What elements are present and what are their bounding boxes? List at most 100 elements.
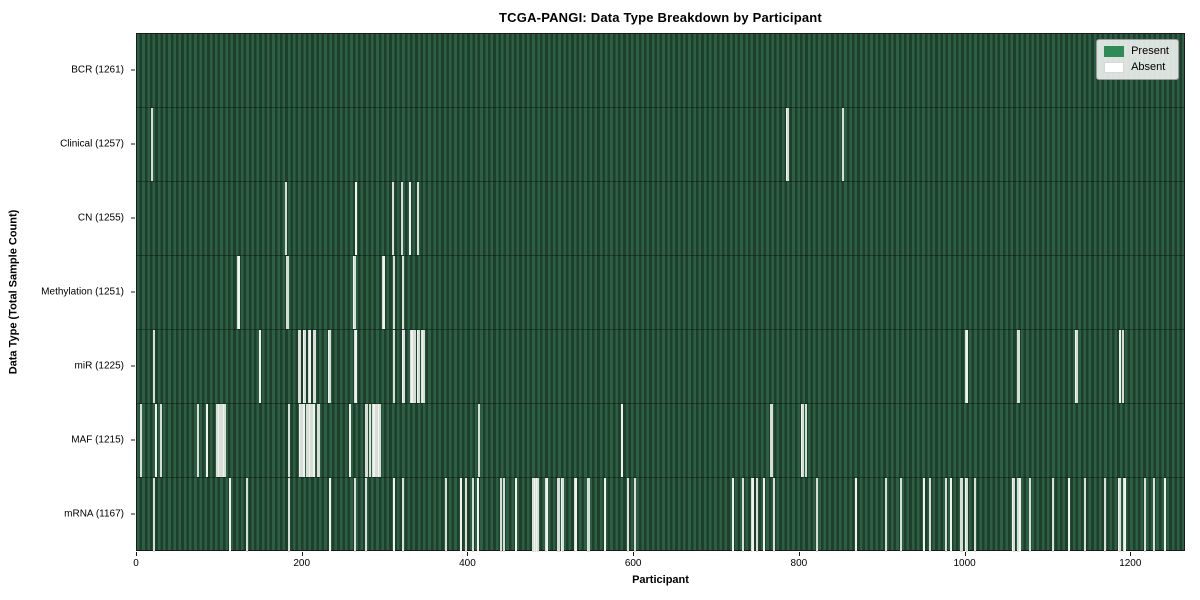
heatmap-row-mrna — [137, 478, 1184, 552]
absent-stripe — [237, 256, 240, 329]
absent-stripe — [196, 404, 199, 477]
y-tick-label: Clinical (1257) — [60, 138, 124, 150]
absent-stripe — [557, 478, 560, 552]
absent-stripe — [1017, 330, 1020, 403]
absent-stripe — [1118, 478, 1121, 552]
x-axis-label: Participant — [632, 574, 689, 586]
absent-stripe — [348, 404, 351, 477]
present-swatch-icon — [1104, 46, 1125, 57]
y-tick-mark — [131, 69, 135, 71]
x-tick-label: 1000 — [953, 558, 976, 569]
heatmap-rows — [137, 34, 1184, 552]
absent-stripe — [476, 478, 479, 552]
absent-stripe — [604, 478, 607, 552]
x-tick-label: 400 — [459, 558, 476, 569]
absent-stripe — [973, 478, 976, 552]
absent-stripe — [400, 182, 403, 255]
absent-stripe — [741, 478, 744, 552]
absent-stripe — [299, 404, 302, 477]
absent-stripe — [1083, 478, 1086, 552]
absent-stripe — [382, 256, 385, 329]
heatmap-row-methylation — [137, 256, 1184, 330]
absent-stripe — [288, 478, 291, 552]
plot-area: Present Absent — [136, 33, 1185, 552]
absent-stripe — [1121, 330, 1124, 403]
absent-stripe — [223, 404, 226, 477]
absent-stripe — [763, 478, 766, 552]
absent-stripe — [620, 404, 623, 477]
absent-stripe — [922, 478, 925, 552]
absent-stripe — [354, 182, 357, 255]
absent-stripe — [376, 404, 378, 477]
absent-stripe — [514, 478, 517, 552]
x-tick-mark — [1130, 552, 1132, 556]
absent-stripe — [309, 330, 312, 403]
absent-stripe — [771, 404, 774, 477]
absent-stripe — [1164, 478, 1167, 552]
absent-stripe — [369, 404, 372, 477]
absent-stripe — [313, 404, 316, 477]
absent-stripe — [353, 478, 356, 552]
absent-stripe — [787, 108, 790, 181]
absent-stripe — [286, 256, 289, 329]
y-tick-label: MAF (1215) — [71, 434, 124, 446]
absent-stripe — [151, 108, 154, 181]
absent-stripe — [465, 478, 468, 552]
absent-stripe — [1012, 478, 1015, 552]
y-tick-label: BCR (1261) — [71, 64, 124, 76]
absent-stripe — [545, 478, 548, 552]
x-tick-mark — [633, 552, 635, 556]
x-tick-mark — [467, 552, 469, 556]
absent-stripe — [409, 182, 412, 255]
absent-stripe — [402, 256, 405, 329]
absent-stripe — [575, 478, 578, 552]
absent-stripe — [929, 478, 932, 552]
y-axis: BCR (1261) Clinical (1257) CN (1255) Methyl… — [0, 33, 136, 551]
y-tick-label: Methylation (1251) — [41, 286, 124, 298]
x-tick-label: 0 — [133, 558, 139, 569]
absent-stripe — [1068, 478, 1071, 552]
absent-stripe — [500, 478, 503, 552]
x-tick-label: 800 — [790, 558, 808, 569]
absent-stripe — [391, 182, 394, 255]
x-axis: 0 200 400 600 800 1000 1200 — [133, 551, 1185, 585]
legend-entry-absent: Absent — [1104, 62, 1169, 73]
y-tick-mark — [131, 217, 135, 219]
absent-stripe — [423, 330, 426, 403]
absent-stripe — [353, 256, 356, 329]
x-tick-label: 200 — [293, 558, 311, 569]
absent-stripe — [379, 404, 382, 477]
absent-stripe — [502, 478, 505, 552]
absent-stripe — [403, 330, 406, 403]
absent-stripe — [460, 478, 463, 552]
absent-stripe — [885, 478, 888, 552]
absent-stripe — [366, 404, 369, 477]
absent-stripe — [1029, 478, 1032, 552]
absent-stripe — [815, 478, 818, 552]
absent-stripe — [306, 404, 309, 477]
absent-stripe — [562, 478, 565, 552]
absent-stripe — [842, 108, 845, 181]
absent-stripe — [471, 478, 474, 552]
absent-stripe — [402, 478, 405, 552]
heatmap-row-clinical — [137, 108, 1184, 182]
absent-stripe — [414, 330, 417, 403]
legend-label-absent: Absent — [1131, 61, 1166, 73]
y-tick-label: CN (1255) — [77, 212, 124, 224]
absent-stripe — [772, 478, 775, 552]
absent-stripe — [288, 404, 291, 477]
x-tick-label: 1200 — [1119, 558, 1142, 569]
absent-swatch-icon — [1104, 62, 1125, 73]
absent-stripe — [140, 404, 143, 477]
x-tick-mark — [301, 552, 303, 556]
absent-stripe — [1103, 478, 1106, 552]
absent-stripe — [854, 478, 857, 552]
absent-stripe — [801, 404, 804, 477]
x-tick-label: 600 — [624, 558, 642, 569]
absent-stripe — [899, 478, 902, 552]
absent-stripe — [965, 330, 968, 403]
absent-stripe — [756, 478, 759, 552]
absent-stripe — [587, 478, 590, 552]
heatmap-row-cn — [137, 182, 1184, 256]
